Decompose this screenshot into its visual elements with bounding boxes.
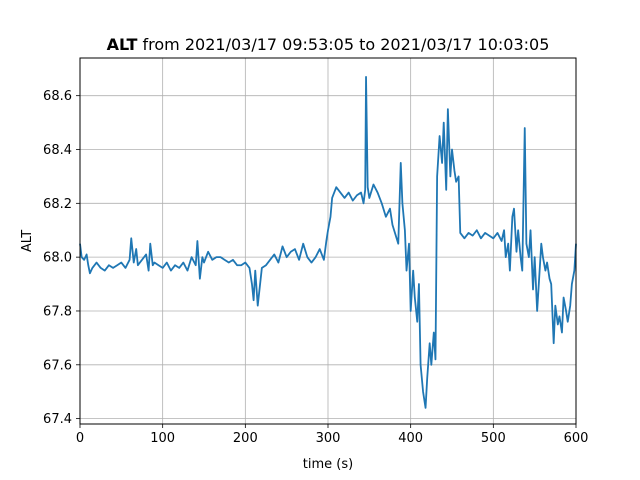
x-axis: 0 100 200 300 400 500 600 bbox=[76, 424, 589, 446]
x-tick-label: 300 bbox=[316, 431, 341, 446]
chart-title: ALT from 2021/03/17 09:53:05 to 2021/03/… bbox=[107, 35, 550, 54]
y-tick-label: 67.4 bbox=[43, 412, 72, 427]
y-axis: 67.4 67.6 67.8 68.0 68.2 68.4 68.6 bbox=[43, 89, 80, 427]
x-tick-label: 100 bbox=[150, 431, 175, 446]
x-axis-label: time (s) bbox=[303, 457, 353, 472]
grid bbox=[79, 58, 577, 424]
x-tick-label: 0 bbox=[76, 431, 84, 446]
y-axis-label: ALT bbox=[20, 230, 35, 252]
y-tick-label: 68.6 bbox=[43, 89, 72, 104]
x-tick-label: 200 bbox=[233, 431, 258, 446]
x-tick-label: 600 bbox=[564, 431, 589, 446]
y-tick-label: 68.0 bbox=[43, 251, 72, 266]
x-tick-label: 500 bbox=[481, 431, 506, 446]
plot-area bbox=[79, 75, 577, 409]
x-tick-label: 400 bbox=[398, 431, 423, 446]
chart-title-suffix: from 2021/03/17 09:53:05 to 2021/03/17 1… bbox=[137, 35, 549, 54]
series-line bbox=[79, 75, 577, 409]
y-tick-label: 68.4 bbox=[43, 143, 72, 158]
y-tick-label: 67.8 bbox=[43, 304, 72, 319]
y-tick-label: 68.2 bbox=[43, 197, 72, 212]
y-tick-label: 67.6 bbox=[43, 358, 72, 373]
chart-title-prefix: ALT bbox=[107, 35, 138, 54]
